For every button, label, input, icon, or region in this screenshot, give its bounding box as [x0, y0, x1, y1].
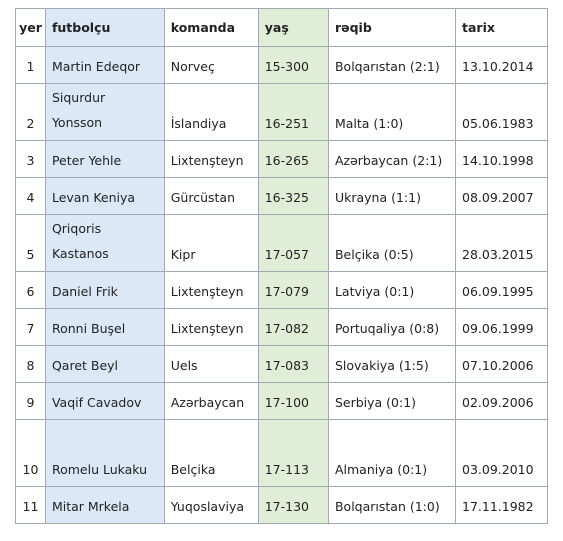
cell-rank: 9: [15, 382, 46, 420]
cell-opponent: Serbiya (0:1): [327, 382, 457, 420]
cell-player: Siqurdur Yonsson: [44, 83, 165, 141]
cell-date: 14.10.1998: [455, 140, 548, 178]
header-age[interactable]: yaş: [257, 8, 329, 47]
cell-date: 28.03.2015: [455, 214, 548, 272]
cell-player: Romelu Lukaku: [44, 419, 165, 487]
header-rank[interactable]: yer: [15, 8, 46, 47]
youngest-players-table: yer futbolçu komanda yaş rəqib tarix 1 Ma…: [15, 8, 548, 524]
cell-opponent: Almaniya (0:1): [327, 419, 457, 487]
cell-opponent: Bolqarıstan (2:1): [327, 46, 457, 84]
cell-rank: 6: [15, 271, 46, 309]
table-row: 2 Siqurdur Yonsson İslandiya 16-251 Malta (1…: [15, 83, 548, 141]
cell-opponent: Azərbaycan (2:1): [327, 140, 457, 178]
cell-player: Mitar Mrkela: [44, 486, 165, 524]
table-row: 6 Daniel Frik Lixtenşteyn 17-079 Latviya (0:…: [15, 271, 548, 309]
cell-rank: 4: [15, 177, 46, 215]
cell-rank: 7: [15, 308, 46, 346]
cell-team: Gürcüstan: [163, 177, 259, 215]
cell-player: Levan Keniya: [44, 177, 165, 215]
cell-rank: 3: [15, 140, 46, 178]
cell-date: 09.06.1999: [455, 308, 548, 346]
cell-opponent: Belçika (0:5): [327, 214, 457, 272]
cell-rank: 2: [15, 83, 46, 141]
cell-opponent: Malta (1:0): [327, 83, 457, 141]
cell-team: Norveç: [163, 46, 259, 84]
cell-age: 17-083: [257, 345, 329, 383]
cell-player: Vaqif Cavadov: [44, 382, 165, 420]
cell-age: 16-251: [257, 83, 329, 141]
cell-opponent: Slovakiya (1:5): [327, 345, 457, 383]
cell-team: Azərbaycan: [163, 382, 259, 420]
cell-age: 17-082: [257, 308, 329, 346]
cell-player: Ronni Buşel: [44, 308, 165, 346]
cell-age: 17-130: [257, 486, 329, 524]
cell-player: Qaret Beyl: [44, 345, 165, 383]
table-header-row: yer futbolçu komanda yaş rəqib tarix: [15, 8, 548, 47]
cell-team: Lixtenşteyn: [163, 308, 259, 346]
table-row: 4 Levan Keniya Gürcüstan 16-325 Ukrayna (1:1…: [15, 177, 548, 215]
cell-date: 06.09.1995: [455, 271, 548, 309]
cell-date: 05.06.1983: [455, 83, 548, 141]
cell-team: Kipr: [163, 214, 259, 272]
table-row: 5 Qriqoris Kastanos Kipr 17-057 Belçika (0:5…: [15, 214, 548, 272]
header-date[interactable]: tarix: [455, 8, 548, 47]
table-body: 1 Martin Edeqor Norveç 15-300 Bolqarıstan (2…: [15, 46, 548, 524]
cell-player: Qriqoris Kastanos: [44, 214, 165, 272]
cell-team: İslandiya: [163, 83, 259, 141]
cell-rank: 8: [15, 345, 46, 383]
cell-date: 03.09.2010: [455, 419, 548, 487]
cell-player: Martin Edeqor: [44, 46, 165, 84]
cell-team: Belçika: [163, 419, 259, 487]
header-opponent[interactable]: rəqib: [327, 8, 457, 47]
cell-date: 17.11.1982: [455, 486, 548, 524]
cell-date: 07.10.2006: [455, 345, 548, 383]
table-row: 1 Martin Edeqor Norveç 15-300 Bolqarıstan (2…: [15, 46, 548, 84]
cell-date: 13.10.2014: [455, 46, 548, 84]
cell-age: 16-325: [257, 177, 329, 215]
cell-opponent: Portuqaliya (0:8): [327, 308, 457, 346]
table-row: 8 Qaret Beyl Uels 17-083 Slovakiya (1:5) 07.1…: [15, 345, 548, 383]
cell-opponent: Latviya (0:1): [327, 271, 457, 309]
cell-age: 15-300: [257, 46, 329, 84]
cell-opponent: Bolqarıstan (1:0): [327, 486, 457, 524]
cell-age: 17-079: [257, 271, 329, 309]
cell-date: 08.09.2007: [455, 177, 548, 215]
table-row: 10 Romelu Lukaku Belçika 17-113 Almaniya (0:…: [15, 419, 548, 487]
cell-team: Yuqoslaviya: [163, 486, 259, 524]
table-row: 3 Peter Yehle Lixtenşteyn 16-265 Azərbaycan …: [15, 140, 548, 178]
cell-rank: 10: [15, 419, 46, 487]
cell-age: 17-100: [257, 382, 329, 420]
cell-rank: 1: [15, 46, 46, 84]
cell-age: 16-265: [257, 140, 329, 178]
cell-age: 17-057: [257, 214, 329, 272]
cell-date: 02.09.2006: [455, 382, 548, 420]
cell-player: Daniel Frik: [44, 271, 165, 309]
cell-team: Lixtenşteyn: [163, 271, 259, 309]
header-player[interactable]: futbolçu: [44, 8, 165, 47]
cell-opponent: Ukrayna (1:1): [327, 177, 457, 215]
cell-player: Peter Yehle: [44, 140, 165, 178]
cell-team: Uels: [163, 345, 259, 383]
cell-rank: 5: [15, 214, 46, 272]
table-row: 9 Vaqif Cavadov Azərbaycan 17-100 Serbiya (0…: [15, 382, 548, 420]
table-row: 7 Ronni Buşel Lixtenşteyn 17-082 Portuqaliya…: [15, 308, 548, 346]
cell-team: Lixtenşteyn: [163, 140, 259, 178]
table-row: 11 Mitar Mrkela Yuqoslaviya 17-130 Bolqarıst…: [15, 486, 548, 524]
cell-rank: 11: [15, 486, 46, 524]
cell-age: 17-113: [257, 419, 329, 487]
header-team[interactable]: komanda: [163, 8, 259, 47]
